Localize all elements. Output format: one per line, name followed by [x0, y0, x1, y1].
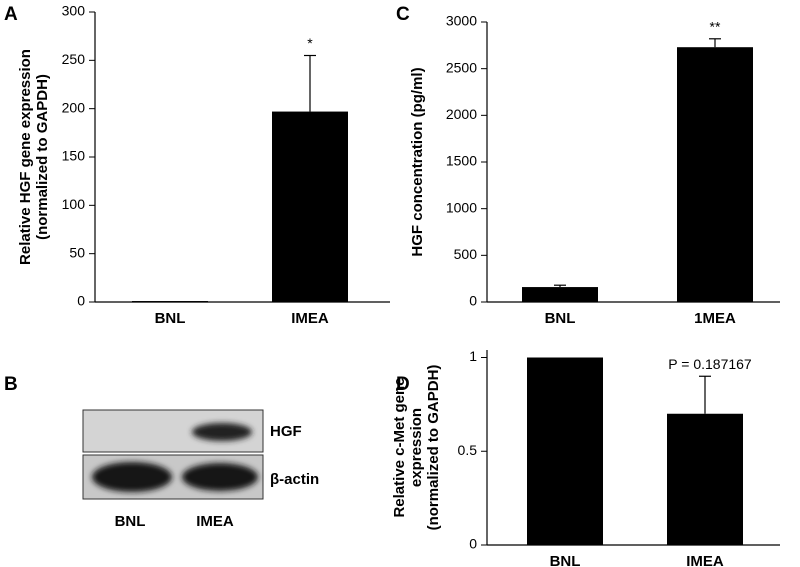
panel-label: D [396, 374, 410, 395]
bar [527, 357, 603, 545]
x-tick-label: IMEA [291, 310, 329, 327]
y-tick-label: 50 [69, 244, 85, 260]
y-tick-label: 0 [469, 293, 477, 309]
bar [132, 301, 208, 303]
y-axis-label: (normalized to GAPDH) [34, 74, 51, 240]
y-tick-label: 1000 [446, 199, 477, 215]
y-tick-label: 200 [62, 99, 86, 115]
y-tick-label: 0 [77, 293, 85, 309]
x-tick-label: BNL [550, 553, 581, 567]
x-tick-label: BNL [545, 310, 576, 327]
y-axis-label: HGF concentration (pg/ml) [409, 67, 426, 256]
blot-panel: B HGF β-actin BNL IMEA [4, 374, 319, 530]
y-axis-label: (normalized to GAPDH) [425, 365, 442, 531]
bar [667, 413, 743, 545]
y-axis-label: Relative c-Met gene [391, 377, 408, 517]
y-tick-label: 250 [62, 51, 86, 67]
y-axis-label: expression [408, 408, 425, 487]
band-label: HGF [270, 423, 302, 440]
panel-label: B [4, 374, 18, 395]
panel-label: C [396, 4, 410, 25]
annotation: ** [710, 19, 721, 35]
panel-label: A [4, 4, 18, 25]
y-tick-label: 150 [62, 148, 86, 164]
lane-label: IMEA [196, 513, 234, 530]
y-tick-label: 2000 [446, 106, 477, 122]
y-tick-label: 3000 [446, 13, 477, 29]
y-tick-label: 100 [62, 196, 86, 212]
band-label: β-actin [270, 471, 319, 488]
y-tick-label: 1500 [446, 153, 477, 169]
chart-panel: A Relative HGF gene expression (normalized… [4, 3, 390, 327]
blot-band [182, 463, 258, 491]
blot-band [92, 462, 172, 492]
x-tick-label: IMEA [686, 553, 724, 567]
y-tick-label: 2500 [446, 59, 477, 75]
bar [677, 47, 753, 303]
lane-label: BNL [115, 513, 146, 530]
bar [272, 111, 348, 302]
bar [522, 287, 598, 302]
y-axis-label: Relative HGF gene expression [17, 49, 34, 265]
x-tick-label: 1MEA [694, 310, 736, 327]
y-tick-label: 300 [62, 3, 86, 19]
annotation: * [307, 35, 313, 51]
y-tick-label: 500 [454, 246, 478, 262]
chart-panel: C HGF concentration (pg/ml) 0 500 1000 1500 20… [396, 4, 780, 327]
y-tick-label: 1 [469, 348, 477, 364]
blot-band [192, 423, 252, 441]
annotation: P = 0.187167 [668, 356, 752, 372]
y-tick-label: 0.5 [458, 442, 478, 458]
y-tick-label: 0 [469, 536, 477, 552]
x-tick-label: BNL [155, 310, 186, 327]
